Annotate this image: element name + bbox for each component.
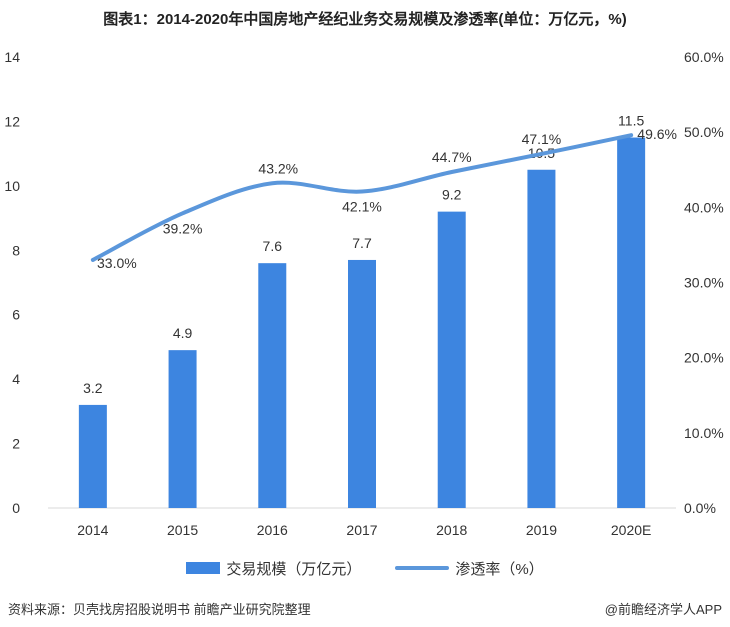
x-axis-tick-label: 2015 — [167, 522, 198, 538]
bar — [78, 404, 107, 508]
legend: 交易规模（万亿元） 渗透率（%） — [0, 556, 730, 580]
left-axis-tick-label: 14 — [4, 49, 20, 65]
credit-text: @前瞻经济学人APP — [604, 602, 722, 617]
bar — [617, 137, 646, 509]
legend-label-volume: 交易规模（万亿元） — [226, 560, 362, 578]
line-value-label: 42.1% — [342, 199, 382, 215]
bar-value-label: 3.2 — [83, 380, 103, 396]
x-axis-tick-label: 2018 — [436, 522, 467, 538]
bar-value-labels: 3.24.97.6 7.79.210.511.5 — [83, 113, 644, 396]
source-note: 资料来源：贝壳找房招股说明书 前瞻产业研究院整理 — [8, 602, 311, 617]
bar-series — [78, 137, 646, 509]
left-axis-tick-label: 10 — [4, 178, 20, 194]
line-value-label: 43.2% — [258, 160, 298, 176]
right-axis-tick-label: 40.0% — [684, 199, 724, 215]
bar — [168, 350, 197, 508]
x-axis-ticks: 2014 2015 2016 2017 2018 2019 2020E — [77, 522, 651, 538]
legend-swatch-bar — [186, 562, 221, 574]
right-axis-tick-label: 10.0% — [684, 425, 724, 441]
bar-value-label: 9.2 — [442, 187, 462, 203]
left-axis-tick-label: 4 — [12, 371, 20, 387]
right-axis-tick-label: 30.0% — [684, 275, 724, 291]
x-axis-tick-label: 2019 — [526, 522, 557, 538]
legend-swatch-line — [395, 566, 450, 570]
line-value-labels: 33.0% 39.2% 43.2% 42.1% 44.7% 47.1% 49.6% — [97, 126, 677, 271]
bar-value-label: 7.7 — [352, 235, 372, 251]
bar — [527, 169, 556, 508]
x-axis-tick-label: 2014 — [77, 522, 108, 538]
right-axis-tick-label: 20.0% — [684, 350, 724, 366]
x-axis-tick-label: 2020E — [611, 522, 651, 538]
right-axis-tick-label: 50.0% — [684, 124, 724, 140]
left-axis-tick-label: 2 — [12, 436, 20, 452]
legend-item-volume: 交易规模（万亿元） — [186, 558, 361, 579]
bar — [437, 211, 466, 508]
legend-label-rate: 渗透率（%） — [455, 560, 544, 578]
right-axis-tick-label: 60.0% — [684, 49, 724, 65]
line-value-label: 49.6% — [637, 126, 677, 142]
chart-title: 图表1：2014-2020年中国房地产经纪业务交易规模及渗透率(单位：万亿元，%… — [103, 11, 627, 28]
right-axis-ticks: 0.0% 10.0% 20.0% 30.0% 40.0% 50.0% 60.0% — [684, 49, 724, 516]
left-axis-ticks: 0 2 4 6 8 10 12 14 — [4, 49, 20, 516]
left-axis-tick-label: 6 — [12, 307, 20, 323]
left-axis-tick-label: 0 — [12, 500, 20, 516]
left-axis-tick-label: 8 — [12, 242, 20, 258]
left-axis-tick-label: 12 — [4, 113, 20, 129]
x-axis-tick-label: 2016 — [257, 522, 288, 538]
line-value-label: 47.1% — [522, 131, 562, 147]
x-axis-tick-label: 2017 — [346, 522, 377, 538]
legend-item-rate: 渗透率（%） — [395, 558, 544, 579]
bar-value-label: 11.5 — [618, 113, 644, 129]
right-axis-tick-label: 0.0% — [684, 500, 716, 516]
bar-value-label: 7.6 — [263, 238, 283, 254]
penetration-rate-line — [90, 133, 634, 262]
bar-value-label: 4.9 — [173, 325, 193, 341]
line-value-label: 44.7% — [432, 149, 472, 165]
bar — [258, 263, 287, 508]
bar — [348, 259, 376, 508]
line-value-label: 39.2% — [163, 220, 203, 236]
line-value-label: 33.0% — [97, 255, 137, 271]
